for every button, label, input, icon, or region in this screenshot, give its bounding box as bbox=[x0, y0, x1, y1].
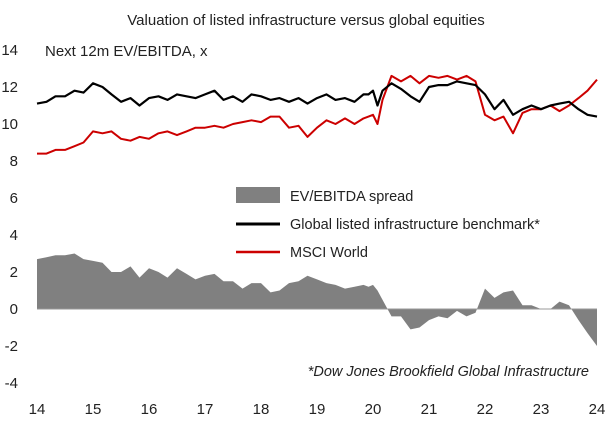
legend-swatch-spread bbox=[236, 187, 280, 203]
x-tick-label: 22 bbox=[477, 401, 494, 418]
series-area-ev-ebitda-spread bbox=[37, 253, 597, 346]
x-tick-label: 24 bbox=[589, 401, 606, 418]
y-tick-label: -2 bbox=[5, 338, 18, 355]
y-axis-label: Next 12m EV/EBITDA, x bbox=[45, 43, 208, 60]
y-tick-label: 4 bbox=[10, 227, 18, 244]
x-tick-label: 18 bbox=[253, 401, 270, 418]
x-tick-label: 21 bbox=[421, 401, 438, 418]
x-tick-label: 19 bbox=[309, 401, 326, 418]
x-tick-label: 17 bbox=[197, 401, 214, 418]
x-axis: 14 15 16 17 18 19 20 21 22 23 24 bbox=[29, 401, 606, 418]
x-tick-label: 14 bbox=[29, 401, 46, 418]
y-tick-label: 2 bbox=[10, 264, 18, 281]
y-tick-label: 12 bbox=[1, 79, 18, 96]
legend-label-spread: EV/EBITDA spread bbox=[290, 189, 413, 205]
plot-area bbox=[36, 74, 598, 346]
x-tick-label: 23 bbox=[533, 401, 550, 418]
y-tick-label: 14 bbox=[1, 42, 18, 59]
x-tick-label: 16 bbox=[141, 401, 158, 418]
y-tick-label: 6 bbox=[10, 190, 18, 207]
y-tick-label: 0 bbox=[10, 301, 18, 318]
series-line-global-infrastructure bbox=[36, 80, 598, 118]
y-tick-label: 8 bbox=[10, 153, 18, 170]
series-line-msci-world bbox=[37, 74, 598, 155]
y-tick-label: 10 bbox=[1, 116, 18, 133]
footnote: *Dow Jones Brookfield Global Infrastruct… bbox=[308, 364, 589, 380]
y-tick-label: -4 bbox=[5, 375, 18, 392]
x-tick-label: 15 bbox=[85, 401, 102, 418]
legend-label-msci: MSCI World bbox=[290, 245, 368, 261]
y-axis: 14 12 10 8 6 4 2 0 -2 -4 bbox=[1, 42, 18, 392]
legend-label-infra: Global listed infrastructure benchmark* bbox=[290, 217, 540, 233]
chart-title: Valuation of listed infrastructure versu… bbox=[127, 12, 484, 29]
legend: EV/EBITDA spread Global listed infrastru… bbox=[236, 187, 540, 261]
x-tick-label: 20 bbox=[365, 401, 382, 418]
